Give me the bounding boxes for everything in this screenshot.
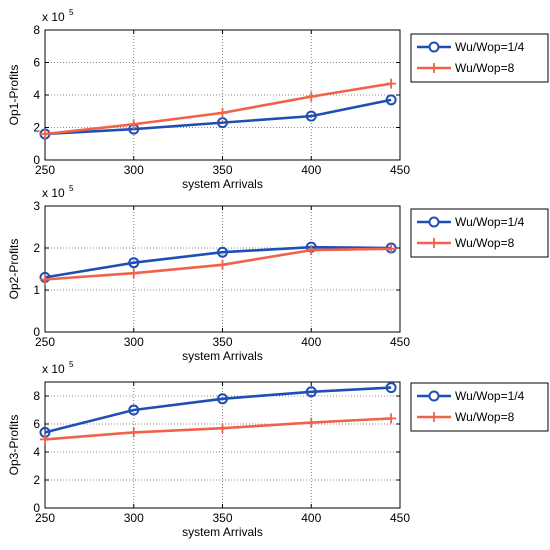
x-tick-label: 250 <box>35 163 55 177</box>
y-tick-label: 2 <box>33 241 40 255</box>
y-multiplier-base: x 10 <box>42 186 65 200</box>
data-point <box>386 413 397 424</box>
grid-lines <box>45 30 400 160</box>
data-point <box>305 110 317 122</box>
data-point <box>306 417 317 428</box>
data-point <box>128 119 139 130</box>
legend-entry-1: Wu/Wop=1/4 <box>417 40 525 54</box>
series-2 <box>40 78 397 139</box>
x-tick-label: 400 <box>301 511 321 525</box>
data-point <box>217 423 228 434</box>
legend-entry-1: Wu/Wop=1/4 <box>417 389 525 403</box>
y-tick-label: 1 <box>33 283 40 297</box>
legend: Wu/Wop=1/4 Wu/Wop=8 <box>410 382 549 432</box>
y-multiplier-exponent: 5 <box>69 8 74 17</box>
y-tick-label: 0 <box>33 501 40 515</box>
legend-label: Wu/Wop=8 <box>455 236 515 250</box>
data-point <box>385 94 397 106</box>
x-tick-label: 300 <box>124 335 144 349</box>
legend-label: Wu/Wop=1/4 <box>455 389 525 403</box>
data-point <box>217 259 228 270</box>
series-2 <box>40 243 397 285</box>
legend-label: Wu/Wop=1/4 <box>455 215 525 229</box>
y-tick-label: 4 <box>33 88 40 102</box>
data-point <box>305 386 317 398</box>
data-point <box>386 243 397 254</box>
chart-panel-2: 250 300 350 400 450 0 1 2 3x 10 5 system Arrivals O… <box>7 184 549 363</box>
x-tick-label: 350 <box>212 335 232 349</box>
y-tick-label: 0 <box>33 325 40 339</box>
legend-entry-2: Wu/Wop=8 <box>417 410 515 424</box>
x-axis-label: system Arrivals <box>182 177 263 191</box>
series-line <box>44 386 392 434</box>
data-point <box>306 245 317 256</box>
legend: Wu/Wop=1/4 Wu/Wop=8 <box>410 33 549 83</box>
series-1 <box>39 382 397 438</box>
data-point <box>128 257 140 269</box>
legend-entry-1: Wu/Wop=1/4 <box>417 215 525 229</box>
y-multiplier-exponent: 5 <box>69 360 74 369</box>
x-tick-label: 400 <box>301 335 321 349</box>
series-line <box>44 98 392 136</box>
y-axis-label: Op2-Profits <box>7 239 21 300</box>
x-tick-label: 300 <box>124 511 144 525</box>
y-multiplier-base: x 10 <box>42 362 65 376</box>
data-point <box>128 268 139 279</box>
chart-panel-1: 250 300 350 400 450 0 2 4 6 8x 10 5 system Arrivals… <box>7 8 549 191</box>
y-axis-label: Op1-Profits <box>7 65 21 126</box>
data-point <box>40 274 50 285</box>
data-point <box>217 393 228 405</box>
series-2 <box>40 413 397 445</box>
legend-entry-2: Wu/Wop=8 <box>417 61 515 75</box>
legend-marker <box>428 216 440 228</box>
data-point <box>40 434 50 445</box>
y-tick-label: 6 <box>33 417 40 431</box>
x-tick-label: 450 <box>390 163 410 177</box>
series-line <box>44 82 392 136</box>
legend-marker <box>428 390 440 402</box>
series-line <box>44 245 392 279</box>
data-point <box>128 427 139 438</box>
chart-panel-3: 250 300 350 400 450 0 2 4 6 8x 10 5 system Arrivals… <box>7 360 549 539</box>
legend-marker <box>428 41 440 53</box>
x-tick-label: 300 <box>124 163 144 177</box>
y-tick-label: 8 <box>33 23 40 37</box>
data-point <box>217 117 228 129</box>
grid-lines <box>45 382 400 508</box>
data-point <box>217 107 228 118</box>
series-1 <box>39 94 397 140</box>
data-point <box>128 404 140 416</box>
y-tick-label: 2 <box>33 121 40 135</box>
legend-entry-2: Wu/Wop=8 <box>417 236 515 250</box>
y-tick-label: 2 <box>33 473 40 487</box>
y-multiplier-exponent: 5 <box>69 184 74 193</box>
data-point <box>385 382 397 394</box>
x-tick-label: 450 <box>390 511 410 525</box>
data-point <box>386 78 397 89</box>
x-axis-label: system Arrivals <box>182 525 263 539</box>
y-axis-label: Op3-Profits <box>7 415 21 476</box>
x-tick-label: 350 <box>212 511 232 525</box>
x-tick-label: 400 <box>301 163 321 177</box>
x-tick-label: 250 <box>35 335 55 349</box>
y-multiplier-base: x 10 <box>42 10 65 24</box>
y-tick-label: 4 <box>33 445 40 459</box>
x-tick-label: 250 <box>35 511 55 525</box>
x-tick-label: 350 <box>212 163 232 177</box>
legend-label: Wu/Wop=8 <box>455 61 515 75</box>
y-tick-label: 3 <box>33 199 40 213</box>
data-point <box>306 91 317 102</box>
legend-label: Wu/Wop=1/4 <box>455 40 525 54</box>
legend-label: Wu/Wop=8 <box>455 410 515 424</box>
legend: Wu/Wop=1/4 Wu/Wop=8 <box>410 208 549 258</box>
y-tick-label: 0 <box>33 153 40 167</box>
data-point <box>217 246 228 258</box>
y-tick-label: 8 <box>33 389 40 403</box>
y-tick-label: 6 <box>33 56 40 70</box>
series-1 <box>39 241 397 283</box>
x-axis-label: system Arrivals <box>182 349 263 363</box>
data-point <box>40 129 50 139</box>
x-tick-label: 450 <box>390 335 410 349</box>
